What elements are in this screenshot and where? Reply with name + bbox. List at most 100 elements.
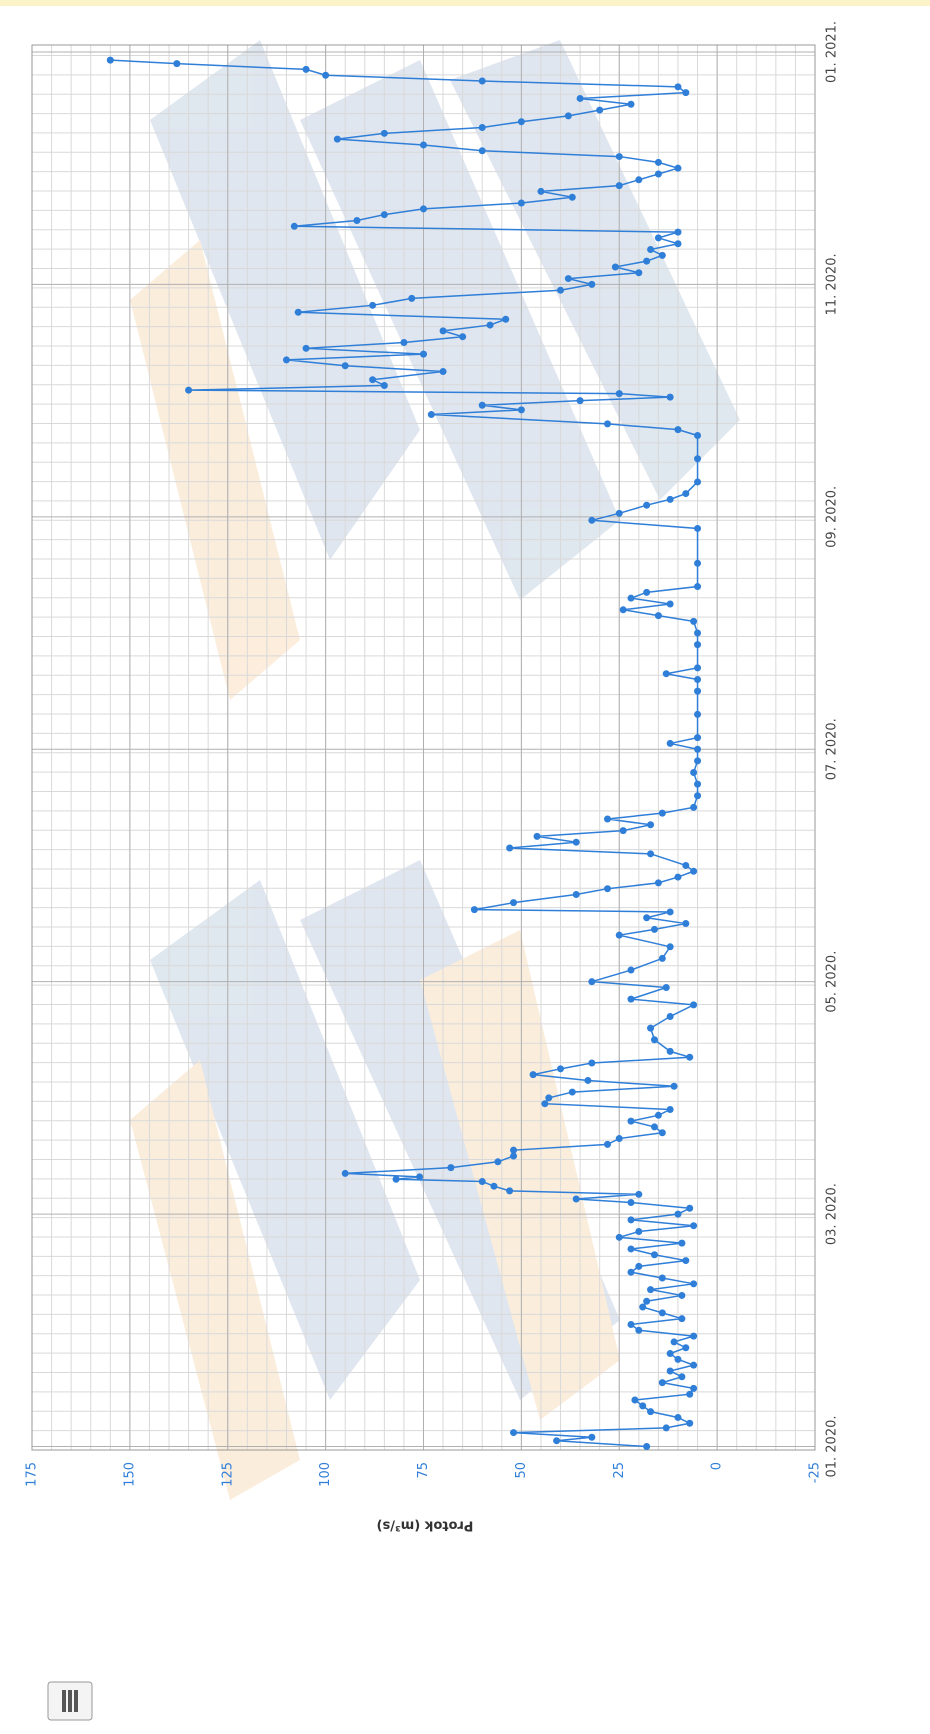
- data-point: [588, 280, 596, 288]
- data-point: [694, 710, 702, 718]
- menu-icon[interactable]: [68, 1690, 72, 1712]
- data-point: [619, 606, 627, 614]
- data-point: [658, 1129, 666, 1137]
- data-point: [635, 1262, 643, 1270]
- menu-icon[interactable]: [74, 1690, 78, 1712]
- data-point: [611, 263, 619, 271]
- data-point: [686, 1053, 694, 1061]
- y-tick-label: 150: [122, 1462, 137, 1487]
- data-point: [588, 1059, 596, 1067]
- data-point: [294, 308, 302, 316]
- data-point: [627, 100, 635, 108]
- data-point: [643, 914, 651, 922]
- data-point: [604, 1140, 612, 1148]
- data-point: [647, 1408, 655, 1416]
- data-point: [690, 768, 698, 776]
- data-point: [576, 397, 584, 405]
- data-point: [666, 739, 674, 747]
- data-point: [380, 382, 388, 390]
- data-point: [639, 1402, 647, 1410]
- data-point: [470, 906, 478, 914]
- data-point: [682, 920, 690, 928]
- data-point: [564, 275, 572, 283]
- data-point: [631, 1396, 639, 1404]
- data-point: [106, 56, 114, 64]
- data-point: [686, 1390, 694, 1398]
- data-point: [541, 1100, 549, 1108]
- data-point: [627, 1198, 635, 1206]
- menu-icon[interactable]: [62, 1690, 66, 1712]
- data-point: [694, 431, 702, 439]
- data-point: [643, 501, 651, 509]
- data-point: [588, 1433, 596, 1441]
- data-point: [502, 315, 510, 323]
- y-tick-label: -25: [808, 1462, 823, 1483]
- data-point: [674, 426, 682, 434]
- data-point: [666, 1013, 674, 1021]
- data-point: [694, 757, 702, 765]
- data-point: [478, 147, 486, 155]
- data-point: [694, 780, 702, 788]
- data-point: [584, 1076, 592, 1084]
- data-point: [694, 559, 702, 567]
- data-point: [658, 809, 666, 817]
- data-point: [662, 670, 670, 678]
- y-tick-label: 100: [318, 1462, 333, 1487]
- data-point: [654, 158, 662, 166]
- data-point: [682, 490, 690, 498]
- data-point: [447, 1164, 455, 1172]
- data-point: [588, 978, 596, 986]
- data-point: [658, 954, 666, 962]
- x-tick-label: 11. 2020.: [825, 253, 840, 315]
- data-point: [682, 89, 690, 97]
- plot: [106, 56, 702, 1451]
- data-point: [627, 966, 635, 974]
- data-point: [635, 176, 643, 184]
- data-point: [494, 1158, 502, 1166]
- data-point: [647, 850, 655, 858]
- y-tick-label: 25: [612, 1462, 627, 1479]
- data-point: [427, 411, 435, 419]
- data-point: [572, 891, 580, 899]
- data-point: [670, 1082, 678, 1090]
- data-point: [486, 321, 494, 329]
- data-point: [694, 583, 702, 591]
- data-point: [639, 1303, 647, 1311]
- data-point: [478, 77, 486, 85]
- data-point: [666, 1047, 674, 1055]
- data-point: [674, 1210, 682, 1218]
- data-point: [604, 815, 612, 823]
- data-point: [439, 327, 447, 335]
- data-point: [322, 71, 330, 79]
- data-point: [619, 827, 627, 835]
- data-point: [459, 333, 467, 341]
- data-point: [670, 1338, 678, 1346]
- data-point: [568, 1088, 576, 1096]
- data-point: [478, 1178, 486, 1186]
- data-point: [510, 1152, 518, 1160]
- data-point: [553, 1437, 561, 1445]
- data-point: [185, 386, 193, 394]
- data-point: [658, 1379, 666, 1387]
- data-point: [694, 676, 702, 684]
- grid: [31, 44, 816, 1451]
- data-point: [654, 234, 662, 242]
- data-point: [666, 1105, 674, 1113]
- data-point: [627, 995, 635, 1003]
- data-point: [615, 509, 623, 517]
- data-point: [635, 1190, 643, 1198]
- data-point: [678, 1315, 686, 1323]
- data-point: [420, 205, 427, 213]
- data-point: [353, 216, 361, 224]
- data-point: [615, 1233, 623, 1241]
- data-point: [643, 588, 651, 596]
- data-point: [506, 1187, 514, 1195]
- data-point: [627, 594, 635, 602]
- data-point: [341, 362, 349, 370]
- data-point: [490, 1182, 498, 1190]
- data-point: [506, 844, 514, 852]
- data-point: [690, 617, 698, 625]
- plot-border: [31, 44, 816, 1451]
- data-point: [690, 803, 698, 811]
- data-point: [604, 420, 612, 428]
